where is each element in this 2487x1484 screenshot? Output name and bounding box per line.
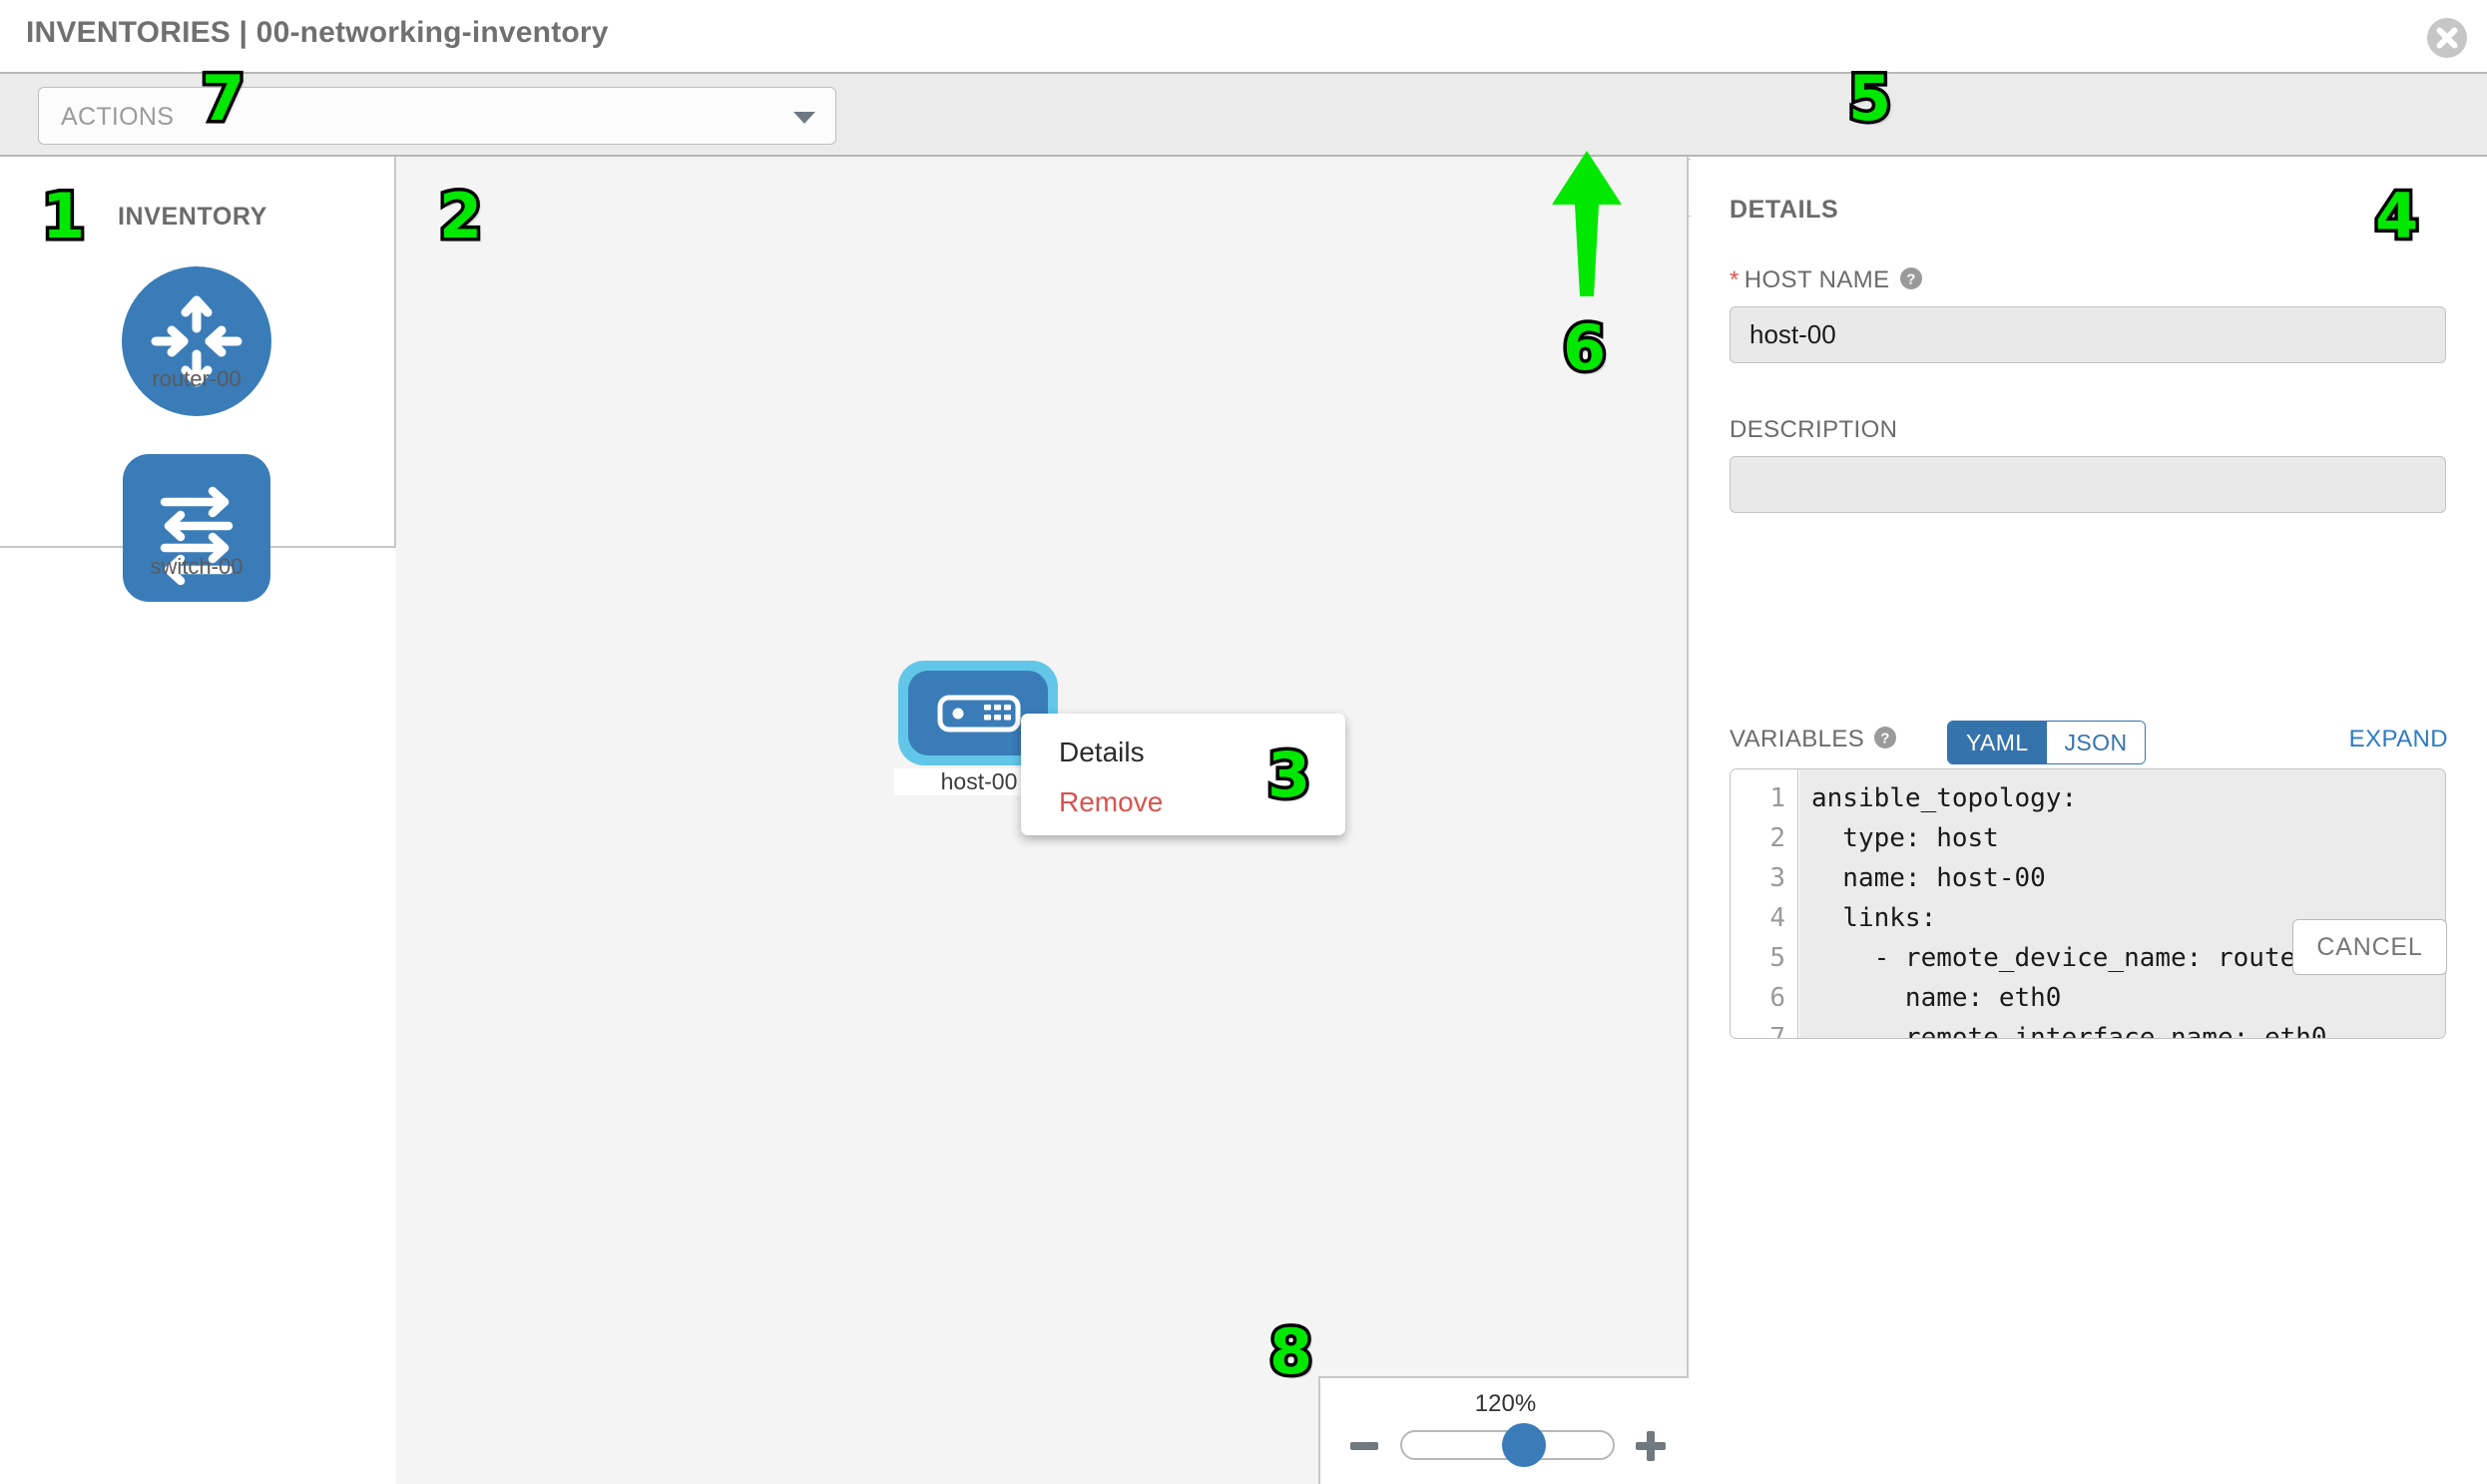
variables-label: VARIABLES?	[1730, 726, 1897, 753]
host-name-field[interactable]: host-00	[1730, 306, 2446, 363]
host-name-label: * HOST NAME?	[1730, 266, 1923, 294]
actions-dropdown-label: ACTIONS	[61, 103, 175, 131]
required-marker: *	[1730, 266, 1740, 293]
inventory-item-router[interactable]: router-00	[122, 266, 271, 416]
line-number: 6	[1769, 983, 1785, 1013]
context-menu-item-remove[interactable]: Remove	[1059, 786, 1164, 817]
router-icon	[122, 266, 271, 416]
title-bar: INVENTORIES | 00-networking-inventory	[0, 0, 2487, 72]
line-number: 7	[1769, 1023, 1785, 1039]
page-title: INVENTORIES | 00-networking-inventory	[26, 16, 609, 49]
description-field[interactable]	[1730, 456, 2446, 513]
details-panel: DETAILS * HOST NAME? host-00 DESCRIPTION …	[1691, 157, 2487, 1484]
code-line: name: host-00	[1811, 863, 2046, 893]
chevron-down-icon	[793, 112, 815, 124]
help-circle-icon[interactable]: ?	[1899, 266, 1923, 290]
server-host-icon	[937, 695, 1021, 733]
svg-text:?: ?	[1880, 731, 1890, 747]
zoom-in-button-vertical[interactable]	[1647, 1431, 1655, 1461]
inventory-item-label: router-00	[152, 366, 242, 391]
line-number: 1	[1769, 783, 1785, 813]
format-toggle-json[interactable]: JSON	[2046, 722, 2146, 763]
svg-text:?: ?	[1906, 271, 1916, 288]
zoom-control: 120%	[1318, 1376, 1689, 1484]
code-line: ansible_topology:	[1811, 783, 2078, 813]
inventory-panel: INVENTORY router-00	[0, 157, 396, 602]
code-line: remote_interface_name: eth0	[1811, 1023, 2327, 1039]
code-line: type: host	[1811, 823, 1999, 853]
node-context-menu: Details Remove	[1021, 714, 1345, 835]
zoom-out-button[interactable]	[1350, 1442, 1378, 1450]
variables-label-text: VARIABLES	[1730, 726, 1865, 752]
line-number: 5	[1769, 943, 1785, 973]
editor-text-area[interactable]: ansible_topology: type: host name: host-…	[1799, 769, 2445, 1038]
toolbar: ACTIONS SEARCH	[0, 72, 2487, 218]
code-line: links:	[1811, 903, 1937, 933]
close-icon[interactable]	[2427, 18, 2467, 58]
line-number: 3	[1769, 863, 1785, 893]
zoom-percent-label: 120%	[1474, 1390, 1537, 1417]
context-menu-item-details[interactable]: Details	[1059, 737, 1145, 767]
host-name-label-text: HOST NAME	[1743, 266, 1890, 293]
cancel-button[interactable]: CANCEL	[2292, 919, 2447, 975]
inventory-item-switch[interactable]: switch-00	[123, 454, 270, 602]
inventory-item-label: switch-00	[150, 554, 244, 579]
actions-dropdown[interactable]: ACTIONS	[38, 87, 836, 145]
code-line: name: eth0	[1811, 983, 2062, 1013]
expand-link[interactable]: EXPAND	[2348, 726, 2448, 752]
variables-format-toggle: YAML JSON	[1947, 721, 2147, 764]
help-circle-icon[interactable]: ?	[1873, 726, 1897, 749]
editor-line-number-gutter: 1 2 3 4 5 6 7	[1731, 769, 1798, 1038]
variables-code-editor[interactable]: 1 2 3 4 5 6 7 ansible_topology: type: ho…	[1730, 768, 2446, 1039]
format-toggle-yaml[interactable]: YAML	[1948, 722, 2047, 763]
line-number: 4	[1769, 903, 1785, 933]
details-heading: DETAILS	[1730, 196, 1839, 224]
description-label: DESCRIPTION	[1730, 416, 1898, 443]
zoom-slider-thumb[interactable]	[1502, 1423, 1546, 1467]
line-number: 2	[1769, 823, 1785, 853]
inventory-heading: INVENTORY	[118, 203, 267, 231]
switch-icon	[123, 454, 270, 602]
